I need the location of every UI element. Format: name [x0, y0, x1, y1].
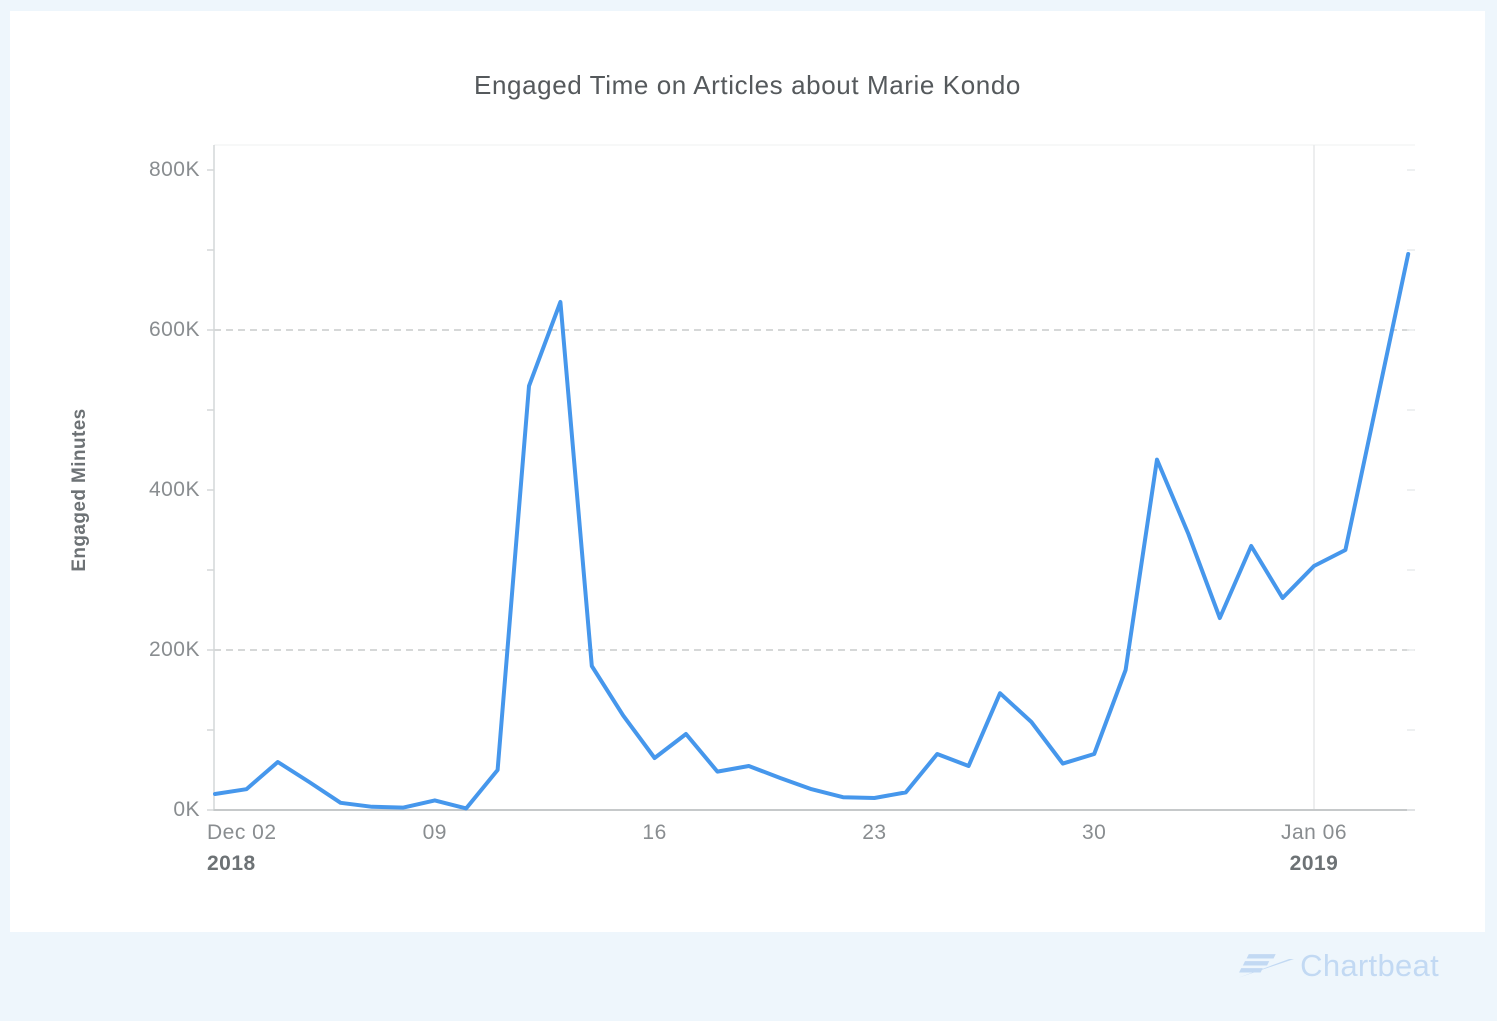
x-tick-label-dec-02: Dec 02	[207, 821, 277, 844]
y-tick-label-600K: 600K	[148, 318, 200, 341]
x-tick-label-09: 09	[422, 821, 447, 844]
x-tick-label-16: 16	[642, 821, 667, 844]
x-tick-label-30: 30	[1082, 821, 1107, 844]
chartbeat-logo: Chartbeat	[1238, 948, 1439, 984]
chartbeat-logo-text: Chartbeat	[1300, 948, 1439, 983]
y-tick-label-0K: 0K	[173, 798, 200, 821]
y-tick-label-400K: 400K	[148, 478, 200, 501]
y-axis-title: Engaged Minutes	[69, 408, 90, 572]
y-tick-label-200K: 200K	[148, 638, 200, 661]
chart-title: Engaged Time on Articles about Marie Kon…	[474, 70, 1021, 100]
x-tick-label-jan-06: Jan 06	[1280, 821, 1348, 844]
x-tick-year-2018: 2018	[207, 852, 256, 875]
engaged-minutes-line	[213, 252, 1411, 811]
x-tick-year-2019: 2019	[1289, 852, 1339, 875]
chartbeat-logo-icon	[1238, 954, 1295, 978]
x-tick-label-23: 23	[862, 821, 887, 844]
y-tick-label-800K: 800K	[148, 158, 200, 181]
